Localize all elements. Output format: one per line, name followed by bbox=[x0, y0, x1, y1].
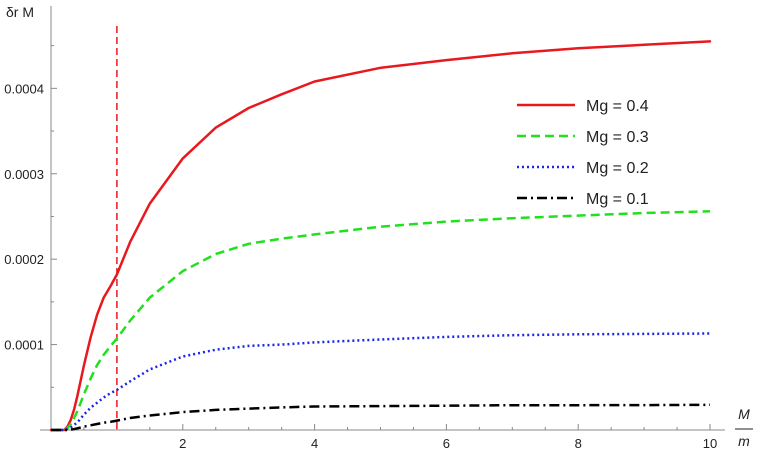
series-line bbox=[51, 332, 711, 432]
series-layer bbox=[49, 40, 712, 432]
series-line bbox=[51, 403, 711, 432]
x-tick-label: 10 bbox=[703, 436, 717, 451]
x-axis-label-denominator: m bbox=[738, 433, 750, 449]
y-tick-label: 0.0004 bbox=[4, 81, 44, 96]
y-axis-label: δr M bbox=[6, 4, 34, 20]
x-tick-label: 8 bbox=[575, 436, 582, 451]
x-tick-label: 2 bbox=[179, 436, 186, 451]
series-line bbox=[49, 40, 712, 432]
axes: 2 4 6 8 10 0.0001 0.0002 0.0003 0.0004 bbox=[4, 6, 725, 451]
y-tick-label: 0.0001 bbox=[4, 338, 44, 353]
y-tick-label: 0.0002 bbox=[4, 252, 44, 267]
series-line bbox=[51, 210, 711, 432]
x-tick-label: 4 bbox=[311, 436, 318, 451]
x-axis-label-numerator: M bbox=[738, 406, 750, 422]
x-tick-label: 6 bbox=[443, 436, 450, 451]
legend-label: Mg = 0.1 bbox=[586, 191, 649, 208]
legend-label: Mg = 0.3 bbox=[586, 129, 649, 146]
legend-label: Mg = 0.4 bbox=[586, 98, 649, 115]
legend: Mg = 0.4 Mg = 0.3 Mg = 0.2 Mg = 0.1 bbox=[517, 98, 649, 208]
legend-label: Mg = 0.2 bbox=[586, 160, 649, 177]
y-tick-label: 0.0003 bbox=[4, 167, 44, 182]
